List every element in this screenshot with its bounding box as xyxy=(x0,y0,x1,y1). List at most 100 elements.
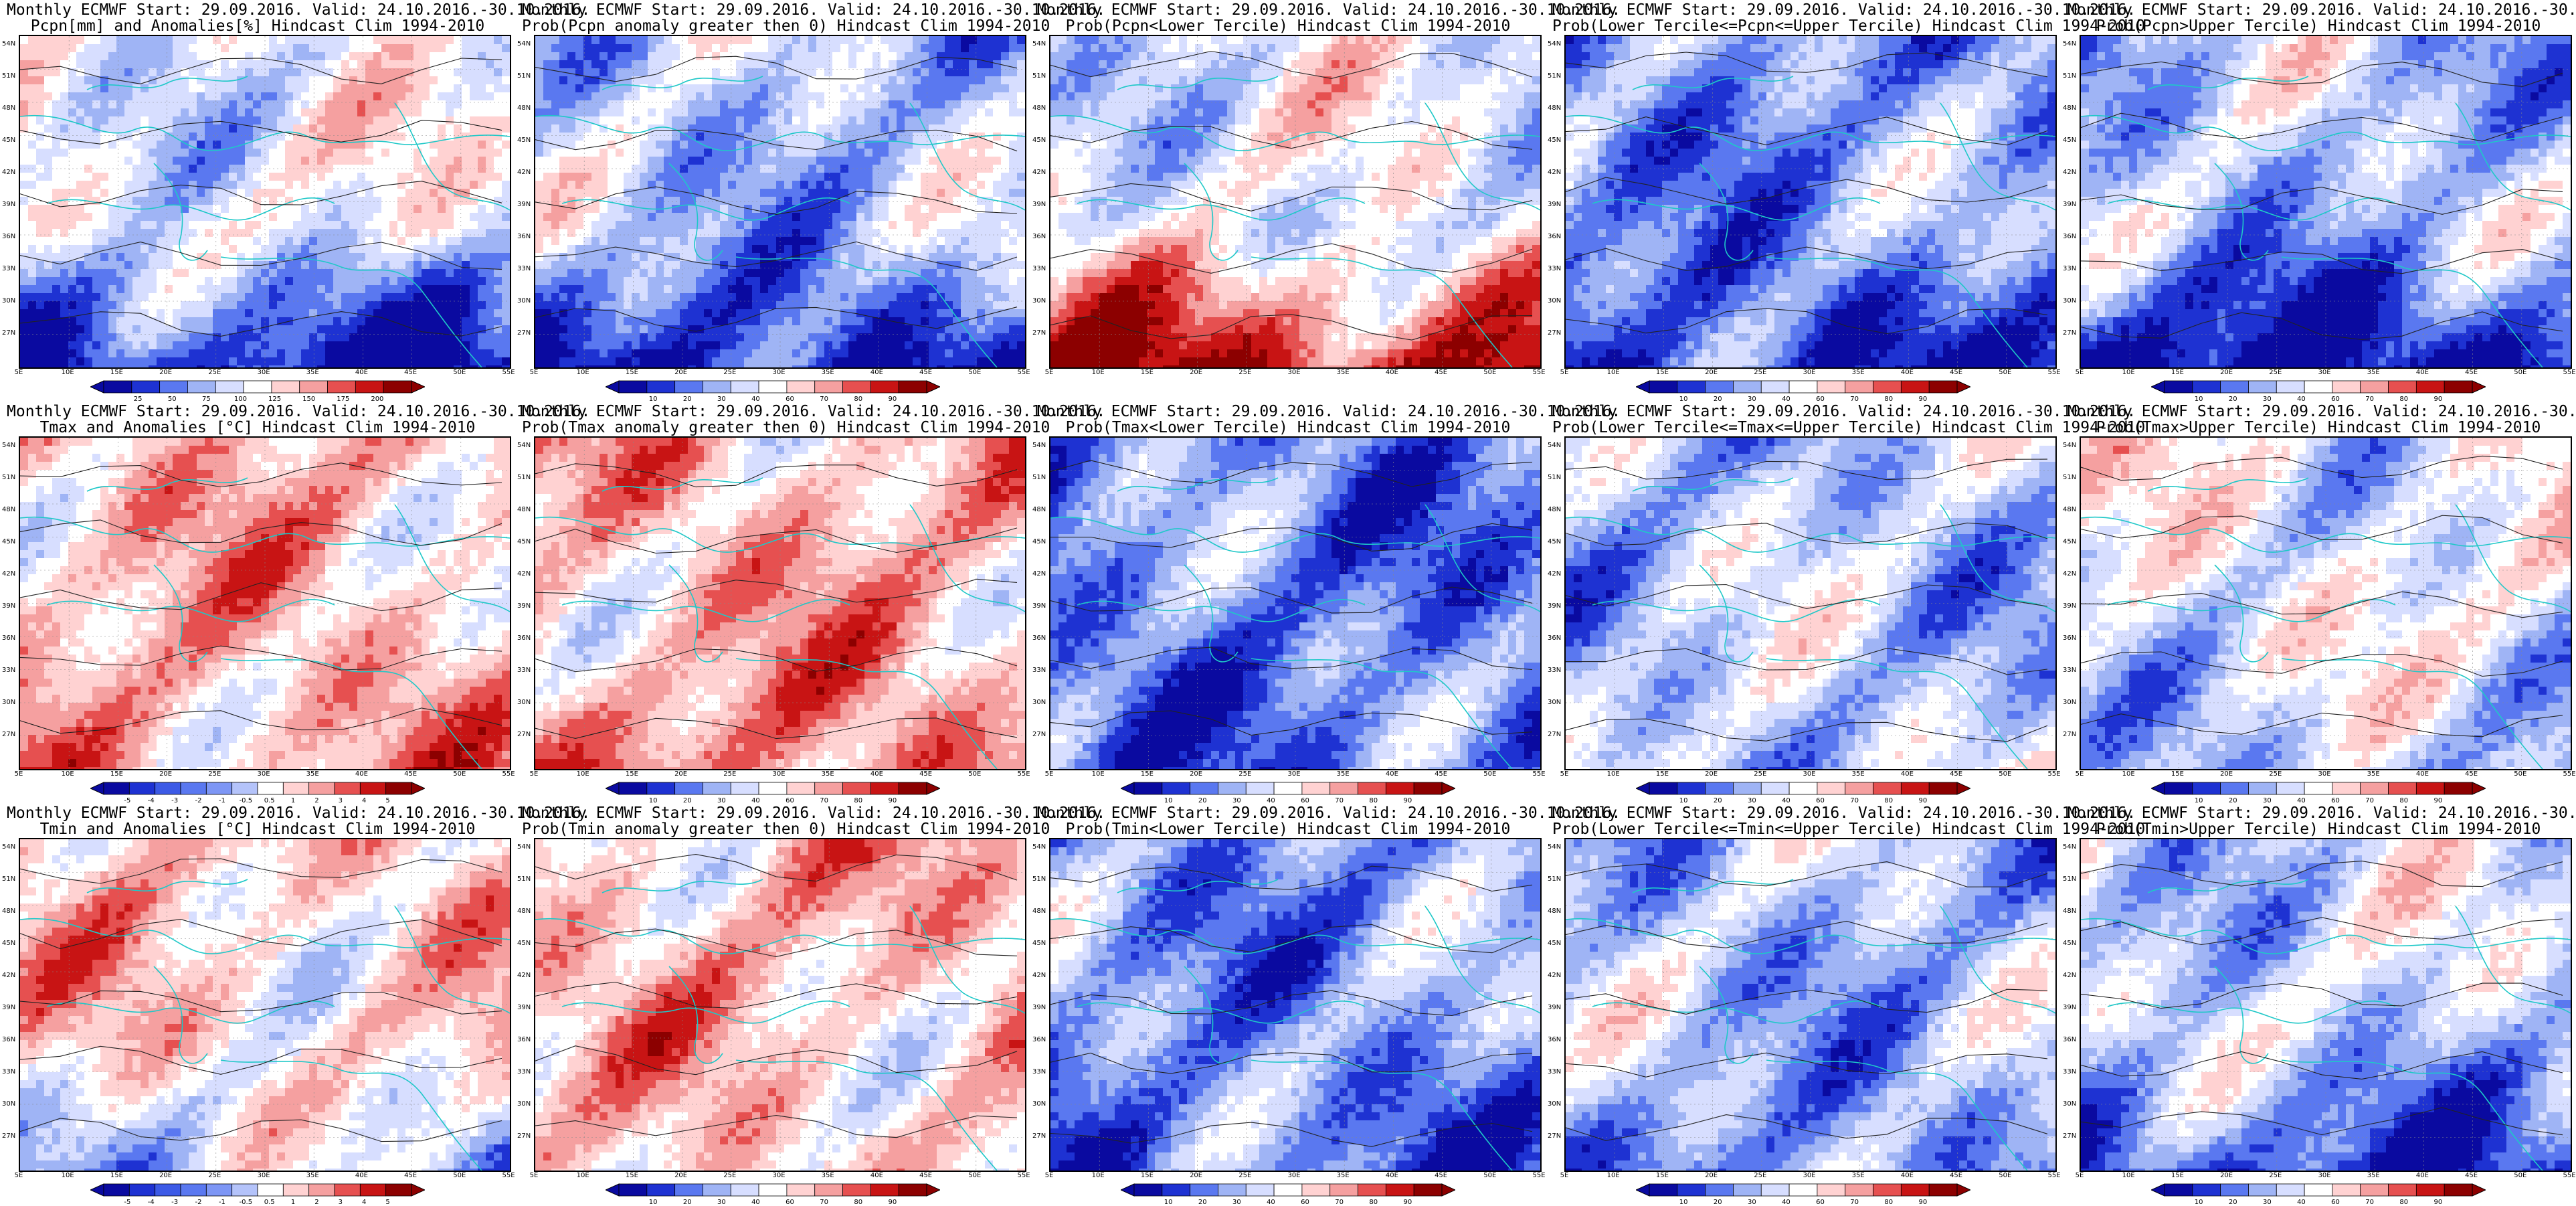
panel-title-line1: Monthly ECMWF Start: 29.09.2016. Valid: … xyxy=(522,403,1024,420)
colorbar xyxy=(90,379,425,394)
longitude-label: 15E xyxy=(110,770,123,778)
latitude-label: 33N xyxy=(2063,667,2076,674)
forecast-map xyxy=(1049,35,1542,369)
latitude-label: 48N xyxy=(2,506,15,513)
longitude-label: 40E xyxy=(2416,770,2429,778)
longitude-label: 45E xyxy=(919,369,932,376)
panel-title-line1: Monthly ECMWF Start: 29.09.2016. Valid: … xyxy=(522,804,1024,822)
longitude-label: 5E xyxy=(530,770,539,778)
colorbar-swatch xyxy=(2416,381,2444,393)
colorbar-swatch xyxy=(181,782,206,794)
colorbar-swatch xyxy=(155,1184,181,1196)
latitude-label: 36N xyxy=(1548,1036,1561,1043)
latitude-label: 42N xyxy=(1548,972,1561,979)
map-panel: Monthly ECMWF Start: 29.09.2016. Valid: … xyxy=(515,803,1030,1205)
latitude-label: 27N xyxy=(1548,731,1561,738)
colorbar-swatch xyxy=(675,782,703,794)
colorbar-swatch xyxy=(2304,1184,2332,1196)
latitude-label: 45N xyxy=(1032,538,1046,545)
latitude-label: 27N xyxy=(517,329,531,337)
colorbar-label: 40 xyxy=(1782,1199,1790,1206)
longitude-label: 55E xyxy=(1017,770,1030,778)
panel-title-line1: Monthly ECMWF Start: 29.09.2016. Valid: … xyxy=(7,1,509,19)
colorbar-label: 30 xyxy=(2263,1199,2272,1206)
longitude-label: 55E xyxy=(502,770,515,778)
colorbar-label: 10 xyxy=(1679,1199,1688,1206)
longitude-label: 35E xyxy=(306,1172,319,1179)
colorbar-swatch xyxy=(2416,782,2444,794)
latitude-label: 36N xyxy=(2,1036,15,1043)
colorbar-label: 10 xyxy=(2195,1199,2203,1206)
latitude-label: 36N xyxy=(2063,634,2076,642)
colorbar-high-arrow xyxy=(927,782,940,794)
longitude-label: 25E xyxy=(1754,1172,1766,1179)
longitude-label: 20E xyxy=(1705,770,1718,778)
longitude-label: 50E xyxy=(968,369,981,376)
longitude-label: 10E xyxy=(62,770,74,778)
colorbar-swatch xyxy=(2248,782,2276,794)
colorbar xyxy=(90,781,425,796)
latitude-label: 33N xyxy=(517,1068,531,1075)
colorbar-high-arrow xyxy=(1957,1184,1970,1196)
colorbar-swatch xyxy=(2221,381,2249,393)
colorbar-swatch xyxy=(2248,381,2276,393)
colorbar-swatch xyxy=(2444,1184,2472,1196)
latitude-label: 27N xyxy=(2,329,15,337)
latitude-label: 45N xyxy=(1548,538,1561,545)
latitude-label: 27N xyxy=(1032,731,1046,738)
panel-title-line1: Monthly ECMWF Start: 29.09.2016. Valid: … xyxy=(1552,1,2054,19)
latitude-label: 36N xyxy=(517,1036,531,1043)
colorbar-swatch xyxy=(1733,782,1761,794)
colorbar-swatch xyxy=(619,1184,647,1196)
map-panel: Monthly ECMWF Start: 29.09.2016. Valid: … xyxy=(2061,0,2576,402)
panel-title-line2: Pcpn[mm] and Anomalies[%] Hindcast Clim … xyxy=(7,17,509,35)
colorbar-swatch xyxy=(647,1184,675,1196)
colorbar-swatch xyxy=(675,381,703,393)
latitude-label: 51N xyxy=(2063,474,2076,481)
latitude-label: 48N xyxy=(517,506,531,513)
colorbar-swatch xyxy=(619,782,647,794)
longitude-label: 55E xyxy=(2563,1172,2575,1179)
colorbar-swatch xyxy=(843,1184,871,1196)
map-panel: Monthly ECMWF Start: 29.09.2016. Valid: … xyxy=(2061,402,2576,803)
colorbar-label: 30 xyxy=(717,1199,726,1206)
map-panel: Monthly ECMWF Start: 29.09.2016. Valid: … xyxy=(1030,0,1546,402)
colorbar-swatch xyxy=(1706,1184,1734,1196)
longitude-label: 30E xyxy=(772,1172,785,1179)
colorbar-swatch xyxy=(1789,1184,1817,1196)
longitude-label: 55E xyxy=(1017,1172,1030,1179)
latitude-label: 51N xyxy=(1032,474,1046,481)
map-panel: Monthly ECMWF Start: 29.09.2016. Valid: … xyxy=(515,0,1030,402)
longitude-label: 20E xyxy=(1705,1172,1718,1179)
latitude-label: 33N xyxy=(1548,265,1561,272)
longitude-label: 20E xyxy=(159,1172,172,1179)
latitude-label: 51N xyxy=(2,875,15,883)
latitude-label: 45N xyxy=(517,940,531,947)
colorbar-swatch xyxy=(1901,1184,1929,1196)
latitude-label: 42N xyxy=(1548,570,1561,578)
latitude-label: 39N xyxy=(1548,1004,1561,1011)
colorbar-low-arrow xyxy=(90,1184,104,1196)
colorbar-swatch xyxy=(1901,782,1929,794)
colorbar-swatch xyxy=(309,1184,335,1196)
colorbar-swatch xyxy=(759,381,787,393)
colorbar-swatch xyxy=(1929,381,1957,393)
longitude-label: 40E xyxy=(1386,770,1398,778)
map-panel: Monthly ECMWF Start: 29.09.2016. Valid: … xyxy=(0,402,515,803)
latitude-label: 45N xyxy=(517,137,531,144)
colorbar-swatch xyxy=(1190,1184,1218,1196)
latitude-label: 54N xyxy=(2063,442,2076,449)
longitude-label: 50E xyxy=(1999,369,2011,376)
latitude-label: 33N xyxy=(2,265,15,272)
colorbar-low-arrow xyxy=(2151,1184,2165,1196)
map-panel: Monthly ECMWF Start: 29.09.2016. Valid: … xyxy=(0,0,515,402)
colorbar-swatch xyxy=(1330,1184,1358,1196)
colorbar-swatch xyxy=(899,782,927,794)
colorbar-label: -4 xyxy=(148,1199,155,1206)
colorbar-swatch xyxy=(181,1184,206,1196)
latitude-label: 39N xyxy=(1032,602,1046,610)
longitude-label: 10E xyxy=(1607,369,1620,376)
colorbar-label: 30 xyxy=(1748,1199,1756,1206)
colorbar-swatch xyxy=(787,782,815,794)
colorbar-label: 1 xyxy=(291,1199,295,1206)
